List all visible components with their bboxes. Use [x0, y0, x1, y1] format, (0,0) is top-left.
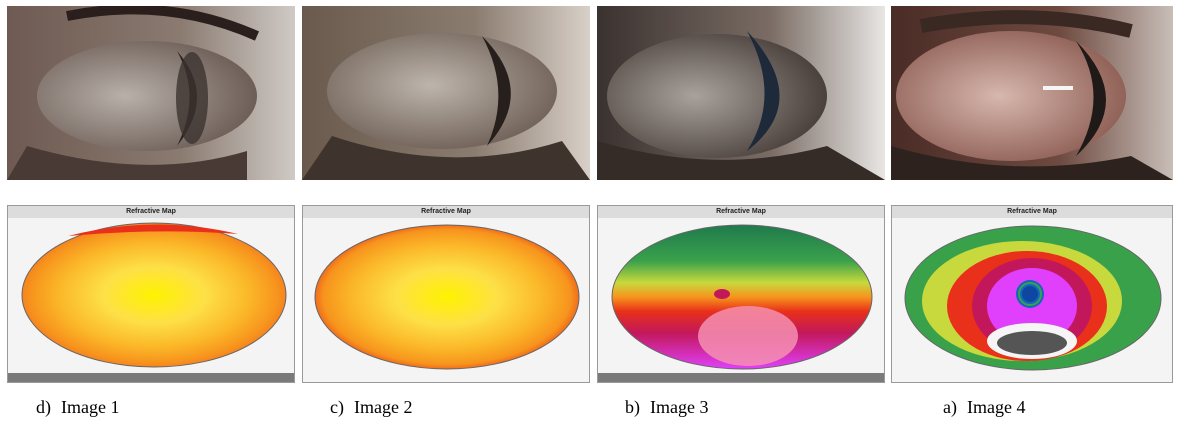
caption-4: a) Image 4	[943, 397, 1025, 418]
refractive-map-2: Refractive Map	[302, 205, 590, 383]
panel-letter: b)	[625, 397, 640, 417]
image-label: Image 2	[353, 397, 413, 417]
refractive-map-4: Refractive Map	[891, 205, 1173, 383]
refractive-map-3: Refractive Map	[597, 205, 885, 383]
map-title: Refractive Map	[421, 208, 471, 215]
eye-photo-3	[597, 6, 885, 180]
panel-letter: a)	[943, 397, 957, 417]
caption-2: c) Image 2	[330, 397, 412, 418]
image-label: Image 4	[966, 397, 1026, 417]
eye-photo-1	[7, 6, 295, 180]
eye-photo-2	[302, 6, 590, 180]
panel-letter: d)	[36, 397, 51, 417]
map-title: Refractive Map	[716, 208, 766, 215]
caption-3: b) Image 3	[625, 397, 708, 418]
refractive-map-1: Refractive Map	[7, 205, 295, 383]
map-title: Refractive Map	[1007, 208, 1057, 215]
caption-1: d) Image 1	[36, 397, 119, 418]
map-title: Refractive Map	[126, 208, 176, 215]
panel-letter: c)	[330, 397, 344, 417]
image-label: Image 1	[61, 397, 120, 417]
eye-photo-4	[891, 6, 1173, 180]
image-label: Image 3	[650, 397, 709, 417]
